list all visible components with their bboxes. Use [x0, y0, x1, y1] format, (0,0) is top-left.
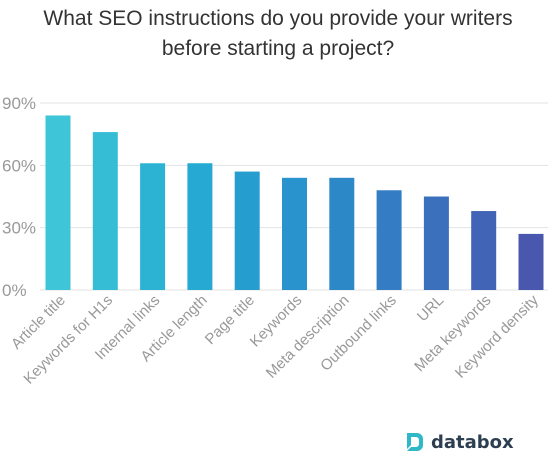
y-tick-label: 90% — [2, 94, 36, 113]
databox-logo-icon — [407, 433, 423, 451]
x-category-label: Keywords for H1s — [20, 292, 116, 388]
x-category-label: URL — [414, 292, 447, 325]
x-category-label: Keyword density — [452, 291, 542, 381]
bar — [140, 163, 166, 290]
chart-title: What SEO instructions do you provide you… — [0, 4, 556, 64]
bar — [45, 115, 71, 290]
chart-title-line-1: What SEO instructions do you provide you… — [43, 7, 513, 30]
y-tick-label: 0% — [2, 281, 27, 300]
bar — [329, 177, 355, 290]
bar — [376, 190, 402, 290]
brand-name: databox — [431, 431, 514, 453]
x-category-label: Meta description — [263, 292, 353, 382]
bar — [92, 132, 118, 290]
bar — [187, 163, 213, 290]
bar — [282, 177, 307, 290]
y-tick-label: 60% — [2, 156, 36, 175]
y-tick-label: 30% — [2, 219, 36, 238]
bar — [423, 196, 449, 290]
chart-title-line-2: before starting a project? — [161, 37, 395, 60]
bar — [518, 233, 544, 290]
bar — [234, 171, 260, 290]
brand-logo: databox — [403, 430, 514, 454]
bar — [471, 211, 497, 290]
